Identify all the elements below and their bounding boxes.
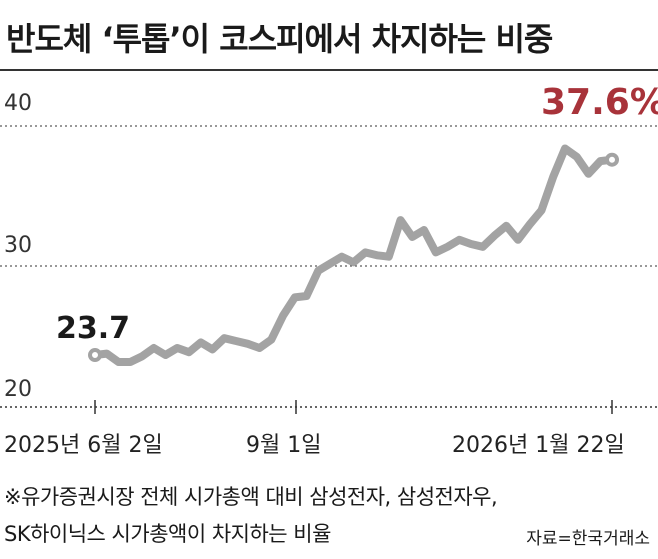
- line-chart: 40 30 20 2025년 6월 2일 9월 1일 2026년 1월 22일 …: [0, 82, 658, 458]
- x-axis-ticks: 2025년 6월 2일 9월 1일 2026년 1월 22일: [4, 400, 625, 458]
- y-tick-label: 30: [4, 233, 32, 258]
- y-tick-label: 40: [4, 91, 32, 116]
- end-point-marker: [605, 152, 619, 167]
- start-value-label: 23.7: [56, 311, 130, 346]
- chart-title: 반도체 ‘투톱’이 코스피에서 차지하는 비중: [6, 20, 553, 58]
- y-axis-ticks: 40 30 20: [4, 91, 32, 402]
- x-tick-label: 2026년 1월 22일: [452, 433, 625, 458]
- start-point-marker: [88, 348, 102, 363]
- source-note: 자료=한국거래소: [526, 529, 650, 549]
- series-line: [91, 144, 616, 366]
- footnote-line-2: SK하이닉스 시가총액이 차지하는 비율: [4, 522, 331, 546]
- y-tick-label: 20: [4, 377, 32, 402]
- title-divider: [0, 69, 658, 71]
- footnote-line-1: ※유가증권시장 전체 시가총액 대비 삼성전자, 삼성전자우,: [4, 485, 498, 509]
- x-tick-label: 9월 1일: [246, 433, 321, 458]
- x-tick-label: 2025년 6월 2일: [4, 433, 163, 458]
- end-value-label: 37.6%: [541, 82, 658, 123]
